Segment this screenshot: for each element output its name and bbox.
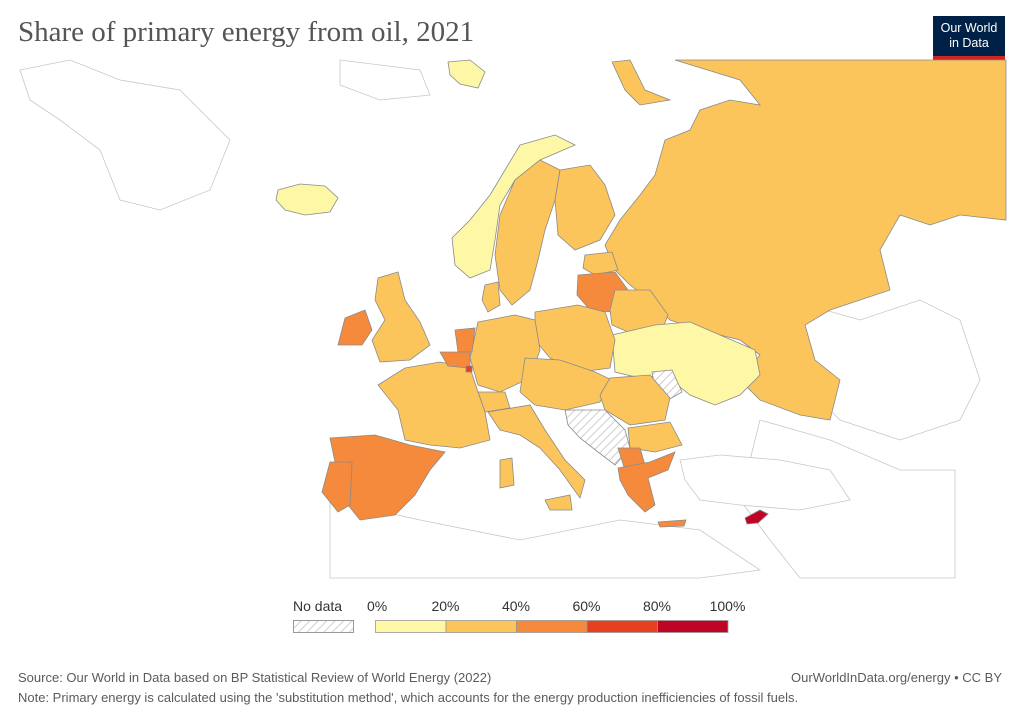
legend-bin-60-80[interactable] xyxy=(586,620,658,633)
legend-tick-label: 40% xyxy=(501,598,531,614)
region-netherlands[interactable] xyxy=(454,327,476,353)
logo-line-1: Our World xyxy=(940,21,998,35)
region-italy[interactable] xyxy=(487,404,586,499)
legend-color-scale xyxy=(375,620,729,633)
region-denmark[interactable] xyxy=(481,281,501,313)
legend-tick-label: 100% xyxy=(709,598,746,614)
legend-no-data-swatch xyxy=(293,620,354,633)
region-sardinia[interactable] xyxy=(499,457,515,489)
note-text: Note: Primary energy is calculated using… xyxy=(18,690,799,705)
region-iceland[interactable] xyxy=(275,183,339,216)
region-western-balkans[interactable] xyxy=(564,409,631,466)
region-france[interactable] xyxy=(377,361,491,449)
chart-title: Share of primary energy from oil, 2021 xyxy=(18,16,475,48)
region-turkey xyxy=(679,454,851,511)
region-ireland[interactable] xyxy=(337,309,373,346)
region-svalbard[interactable] xyxy=(447,59,486,89)
legend-tick-label: 0% xyxy=(367,598,388,614)
legend-bin-80-100[interactable] xyxy=(657,620,729,633)
region-united-kingdom[interactable] xyxy=(371,271,431,363)
owid-logo[interactable]: Our World in Data xyxy=(933,16,1005,60)
region-greece[interactable] xyxy=(617,451,676,513)
legend-bin-20-40[interactable] xyxy=(445,620,517,633)
license-link[interactable]: OurWorldInData.org/energy • CC BY xyxy=(791,670,1002,685)
legend-tick-label: 80% xyxy=(642,598,672,614)
region-crete[interactable] xyxy=(657,519,687,528)
region-sicily[interactable] xyxy=(544,494,573,511)
region-baltic-north[interactable] xyxy=(582,251,619,276)
region-russia-kola[interactable] xyxy=(611,59,672,106)
region-central-europe[interactable] xyxy=(519,357,613,411)
legend-no-data-label: No data xyxy=(293,598,343,614)
region-finland[interactable] xyxy=(554,164,616,251)
region-cyprus[interactable] xyxy=(744,509,769,525)
region-bulgaria[interactable] xyxy=(627,421,683,453)
region-portugal[interactable] xyxy=(321,461,353,513)
region-norway[interactable] xyxy=(451,134,576,279)
legend-bin-40-60[interactable] xyxy=(516,620,588,633)
logo-line-2: in Data xyxy=(949,36,989,50)
region-poland[interactable] xyxy=(534,304,616,373)
legend-tick-label: 60% xyxy=(572,598,601,614)
region-romania[interactable] xyxy=(599,374,671,426)
source-text: Source: Our World in Data based on BP St… xyxy=(18,670,492,685)
region-luxembourg[interactable] xyxy=(465,365,473,373)
legend-bin-0-20[interactable] xyxy=(375,620,447,633)
legend-tick-label: 20% xyxy=(431,598,460,614)
